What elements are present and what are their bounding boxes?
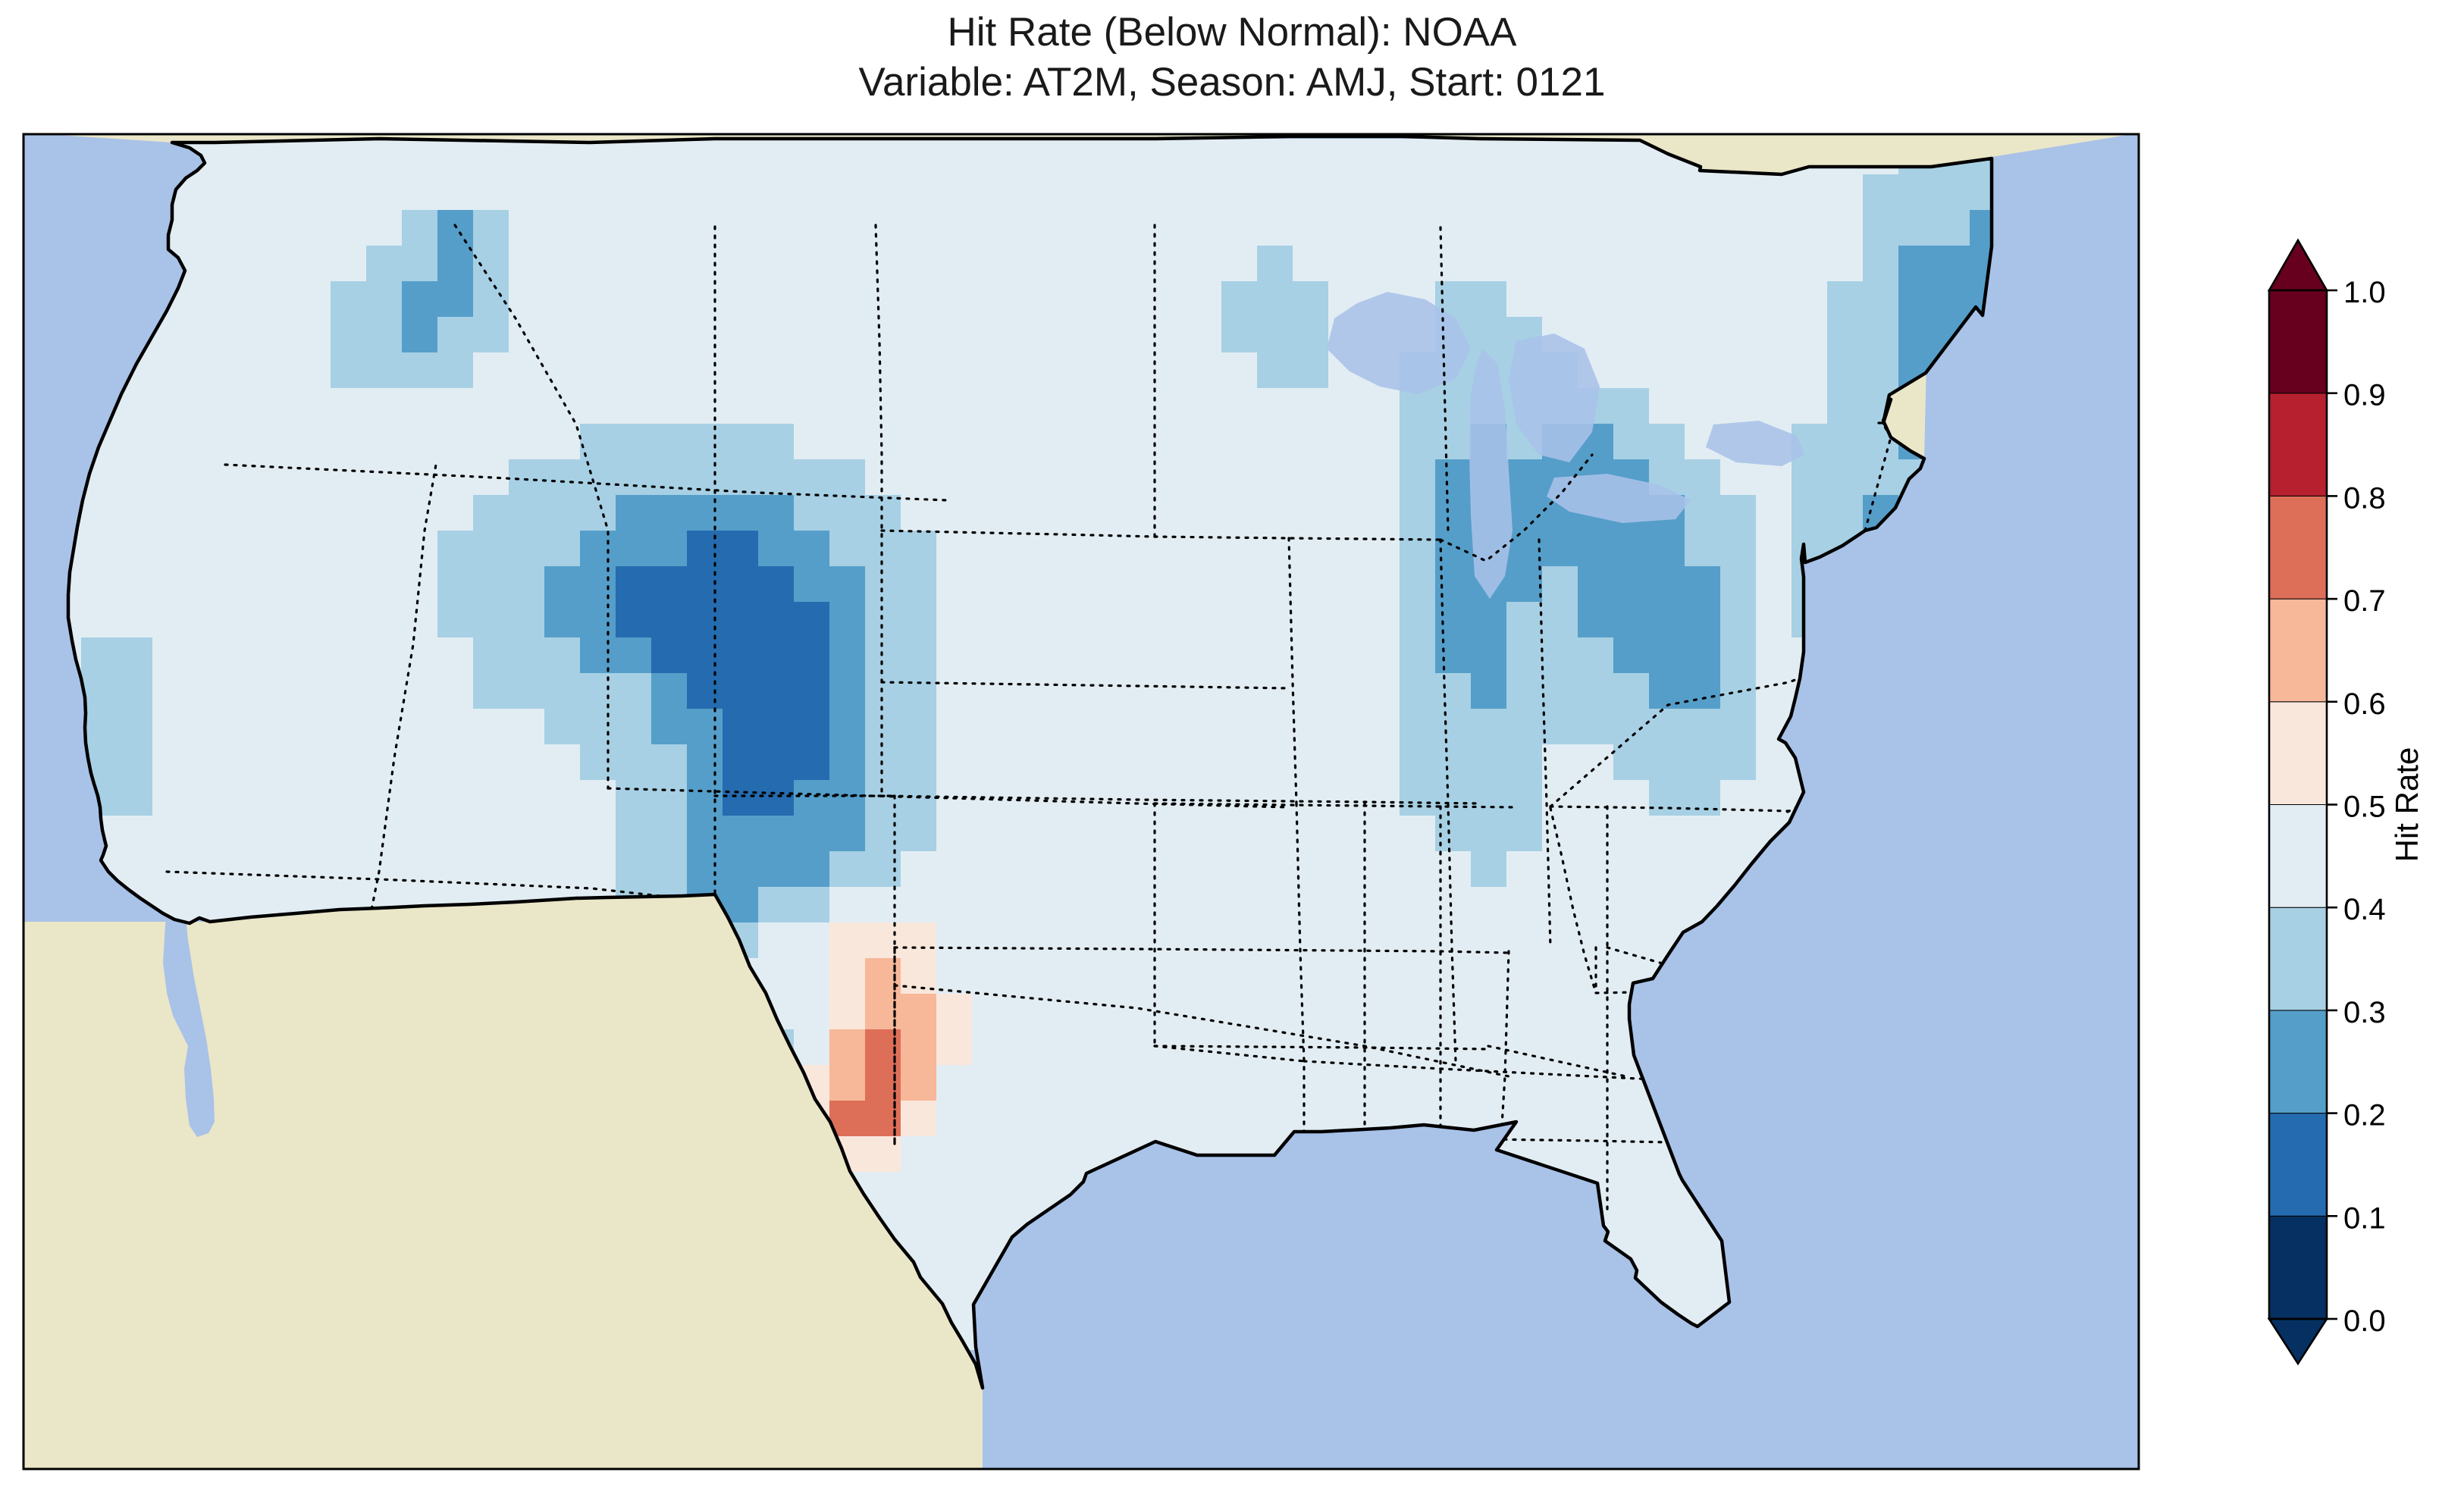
svg-text:0.0: 0.0 — [2343, 1305, 2386, 1338]
svg-text:0.5: 0.5 — [2343, 791, 2386, 824]
svg-text:0.6: 0.6 — [2343, 687, 2386, 721]
svg-text:0.7: 0.7 — [2343, 584, 2386, 618]
svg-text:0.3: 0.3 — [2343, 996, 2386, 1029]
svg-text:1.0: 1.0 — [2343, 276, 2386, 309]
svg-text:0.8: 0.8 — [2343, 481, 2386, 515]
svg-text:0.1: 0.1 — [2343, 1201, 2386, 1235]
svg-text:0.4: 0.4 — [2343, 893, 2386, 926]
svg-text:Hit Rate: Hit Rate — [2389, 747, 2425, 863]
svg-text:0.9: 0.9 — [2343, 379, 2386, 412]
svg-text:0.2: 0.2 — [2343, 1099, 2386, 1132]
